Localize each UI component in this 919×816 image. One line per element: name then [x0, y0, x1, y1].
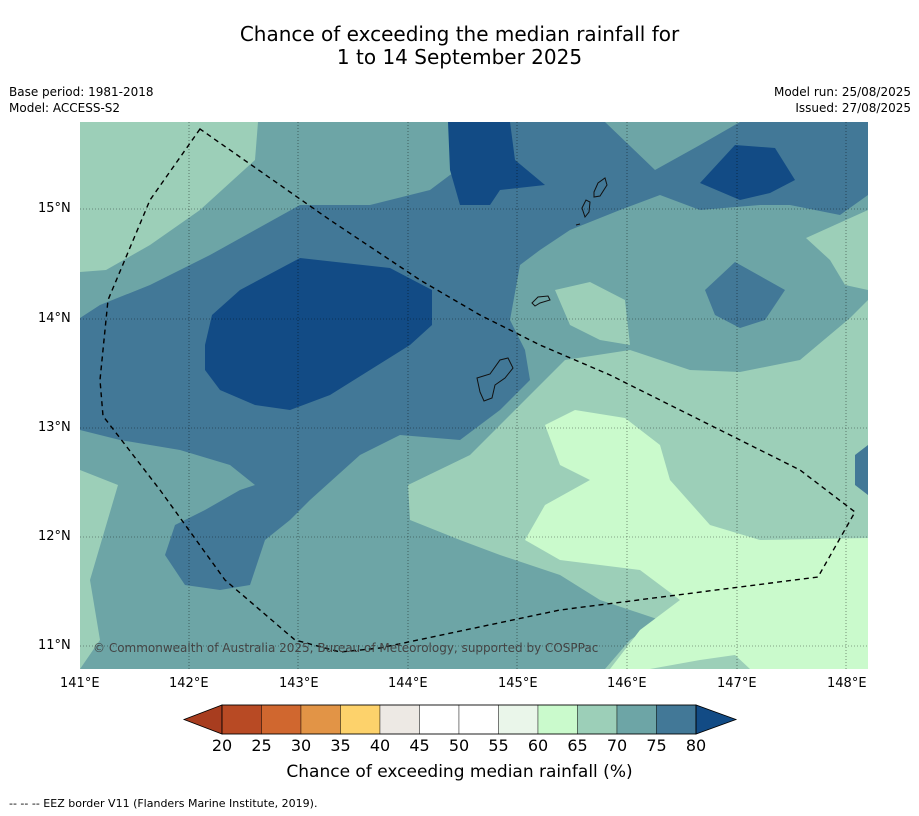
- x-tick-142: 142°E: [169, 676, 209, 691]
- x-tick-147: 147°E: [717, 676, 757, 691]
- colorbar-extend-high: [695, 704, 738, 735]
- zone-75-80-ee: [855, 445, 868, 495]
- zone-above-80-west: [205, 258, 432, 410]
- colorbar-cell-50: [458, 704, 499, 735]
- colorbar-cell-40: [379, 704, 420, 735]
- island-guam: [476, 357, 514, 402]
- eez-legend-footer: -- -- -- EEZ border V11 (Flanders Marine…: [9, 797, 318, 810]
- colorbar-label-70: 70: [606, 736, 628, 755]
- zone-65-70-w: [80, 470, 118, 669]
- map-title-line1: Chance of exceeding the median rainfall …: [239, 22, 680, 46]
- base-period: Base period: 1981-2018: [9, 85, 154, 99]
- island-saipan: [593, 177, 608, 198]
- colorbar-cell-30: [300, 704, 341, 735]
- zone-65-70-e: [806, 210, 868, 290]
- colorbar-label-20: 20: [211, 736, 233, 755]
- colorbar-label-75: 75: [646, 736, 667, 755]
- y-tick-14n: 14°N: [38, 311, 71, 326]
- zone-65-70-nw: [80, 122, 258, 272]
- islands: [476, 177, 608, 402]
- map-title-line2: 1 to 14 September 2025: [336, 45, 583, 69]
- colorbar-cell-25: [261, 704, 302, 735]
- model-run: Model run: 25/08/2025: [773, 85, 911, 99]
- zone-60-65: [525, 410, 868, 669]
- y-tick-13n: 13°N: [38, 420, 71, 435]
- colorbar-cell-55: [498, 704, 539, 735]
- colorbar-label-50: 50: [448, 736, 470, 755]
- colorbar-label-80: 80: [685, 736, 707, 755]
- y-tick-11n: 11°N: [38, 638, 71, 653]
- y-tick-15n: 15°N: [38, 201, 71, 216]
- x-tick-143: 143°E: [279, 676, 319, 691]
- colorbar-cell-20: [221, 704, 262, 735]
- gridlines: [80, 122, 868, 669]
- colorbar-label-25: 25: [251, 736, 272, 755]
- colorbar-label-55: 55: [488, 736, 509, 755]
- x-tick-141: 141°E: [60, 676, 100, 691]
- copyright-note: © Commonwealth of Australia 2025, Bureau…: [93, 641, 599, 655]
- colorbar-cell-70: [616, 704, 657, 735]
- colorbar-extend-low: [182, 704, 223, 735]
- zone-65-70-mid: [555, 282, 630, 345]
- meta-left: Base period: 1981-2018 Model: ACCESS-S2: [9, 84, 154, 116]
- zone-above-80-north: [448, 122, 545, 205]
- colorbar-outline: [221, 704, 697, 735]
- x-tick-145: 145°E: [498, 676, 538, 691]
- colorbar-label-60: 60: [527, 736, 549, 755]
- x-tick-148: 148°E: [827, 676, 867, 691]
- meta-right: Model run: 25/08/2025 Issued: 27/08/2025: [774, 84, 911, 116]
- colorbar-cell-45: [419, 704, 460, 735]
- colorbar-label-65: 65: [567, 736, 588, 755]
- zone-above-80-ne: [700, 145, 795, 200]
- contour-fill: [80, 122, 868, 669]
- colorbar-label-30: 30: [290, 736, 312, 755]
- colorbar-label-40: 40: [369, 736, 391, 755]
- x-tick-146: 146°E: [607, 676, 647, 691]
- island-aguijan: [575, 223, 581, 226]
- y-tick-12n: 12°N: [38, 529, 71, 544]
- x-tick-144: 144°E: [388, 676, 428, 691]
- zone-75-80-e: [705, 262, 785, 328]
- colorbar-label-35: 35: [330, 736, 351, 755]
- island-rota: [531, 295, 551, 307]
- colorbar-cell-35: [340, 704, 381, 735]
- colorbar: [182, 704, 738, 735]
- zone-75-80-main: [80, 122, 868, 590]
- model-name: Model: ACCESS-S2: [9, 101, 121, 115]
- colorbar-cell-60: [537, 704, 578, 735]
- colorbar-title: Chance of exceeding median rainfall (%): [286, 762, 633, 782]
- colorbar-label-45: 45: [409, 736, 430, 755]
- colorbar-cell-75: [656, 704, 697, 735]
- island-tinian: [581, 199, 591, 219]
- colorbar-cell-65: [577, 704, 618, 735]
- issued-date: Issued: 27/08/2025: [795, 101, 911, 115]
